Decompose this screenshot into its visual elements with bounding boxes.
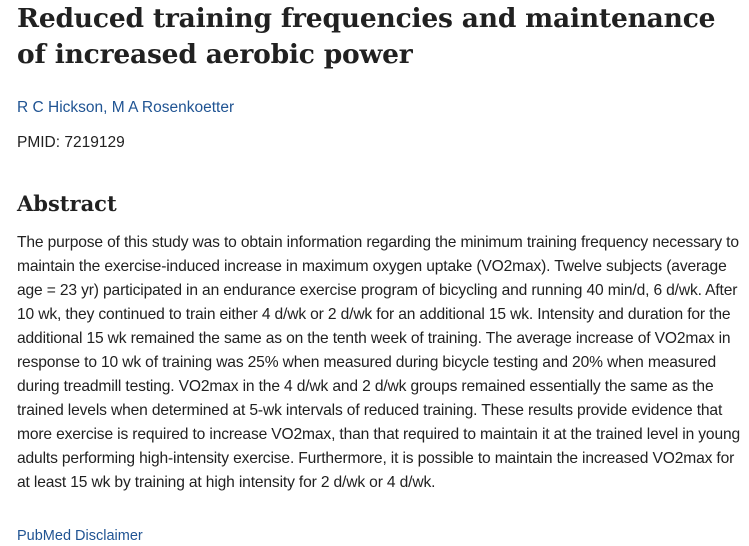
pubmed-disclaimer-link[interactable]: PubMed Disclaimer bbox=[17, 528, 143, 544]
article-title: Reduced training frequencies and mainten… bbox=[17, 3, 716, 70]
abstract-heading: Abstract bbox=[17, 191, 117, 216]
pmid-identifier: PMID: 7219129 bbox=[17, 134, 125, 151]
abstract-text: The purpose of this study was to obtain … bbox=[17, 234, 741, 491]
author-link-1[interactable]: R C Hickson bbox=[17, 99, 104, 116]
author-link-2[interactable]: M A Rosenkoetter bbox=[111, 99, 235, 116]
author-list: R C Hickson, M A Rosenkoetter bbox=[17, 97, 749, 119]
author-separator: , bbox=[103, 99, 112, 116]
article-page: Reduced training frequencies and mainten… bbox=[17, 0, 749, 544]
